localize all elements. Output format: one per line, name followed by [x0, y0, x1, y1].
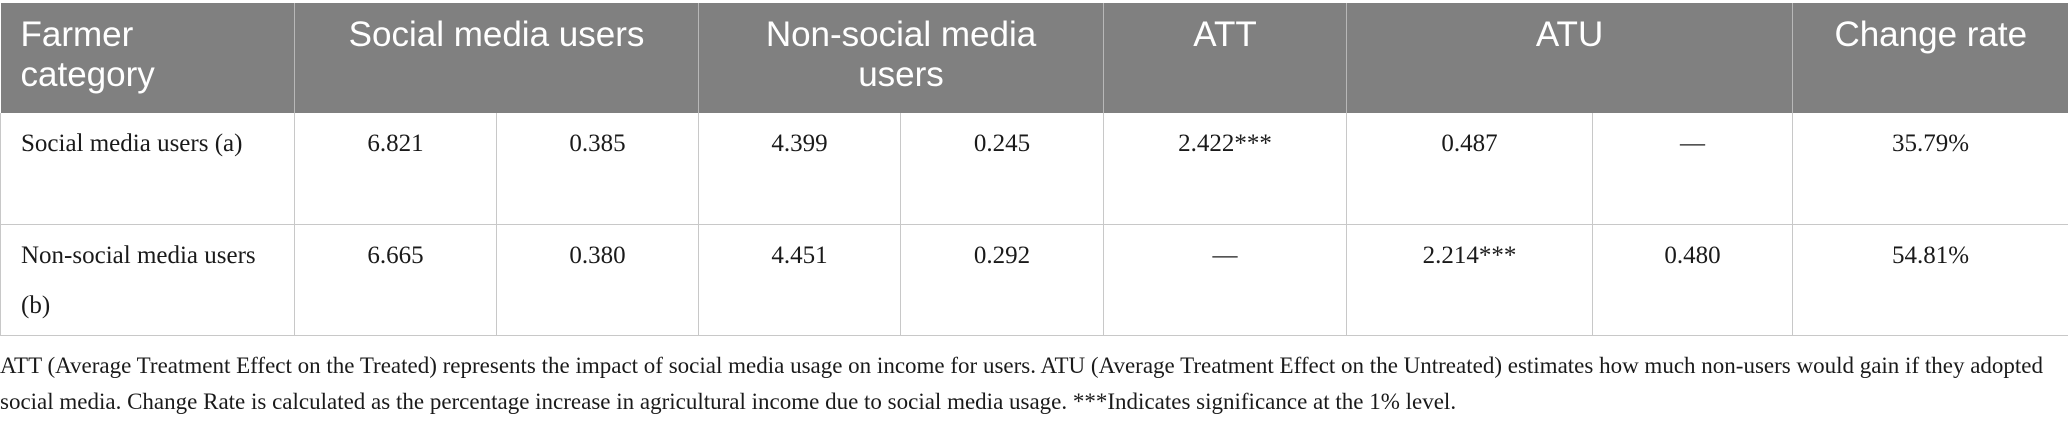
table-cell: 2.422***	[1103, 113, 1347, 225]
table-cell: 4.451	[698, 224, 901, 336]
table-footnote: ATT (Average Treatment Effect on the Tre…	[0, 353, 2044, 414]
table-cell: 0.385	[495, 113, 699, 225]
table-cell: 4.399	[698, 113, 901, 225]
header-atu: ATU	[1346, 3, 1793, 113]
table-cell: 0.380	[495, 224, 699, 336]
header-non-social-media-users: Non-social media users	[698, 3, 1104, 113]
header-change-rate: Change rate	[1792, 3, 2068, 113]
table-cell: —	[1103, 224, 1347, 336]
results-table-container: Farmer category Social media users Non-s…	[0, 3, 2068, 336]
table-cell: 0.292	[900, 224, 1104, 336]
table-cell: —	[1592, 113, 1793, 225]
results-table: Farmer category Social media users Non-s…	[0, 3, 2068, 336]
table-cell: 6.821	[294, 113, 497, 225]
header-row: Farmer category Social media users Non-s…	[0, 3, 2068, 113]
header-att: ATT	[1103, 3, 1347, 113]
table-cell: 0.245	[900, 113, 1104, 225]
table-cell: 54.81%	[1792, 224, 2068, 336]
row-category-cell: Social media users (a)	[0, 113, 295, 225]
table-cell: 0.480	[1592, 224, 1793, 336]
table-cell: 0.487	[1346, 113, 1593, 225]
table-cell: 6.665	[294, 224, 497, 336]
table-cell: 35.79%	[1792, 113, 2068, 225]
header-farmer-category: Farmer category	[0, 3, 295, 113]
row-category-cell: Non-social media users (b)	[0, 224, 295, 336]
table-row: Social media users (a) 6.821 0.385 4.399…	[0, 113, 2068, 225]
header-social-media-users: Social media users	[293, 3, 699, 113]
table-cell: 2.214***	[1346, 224, 1593, 336]
table-row: Non-social media users (b) 6.665 0.380 4…	[0, 224, 2068, 336]
